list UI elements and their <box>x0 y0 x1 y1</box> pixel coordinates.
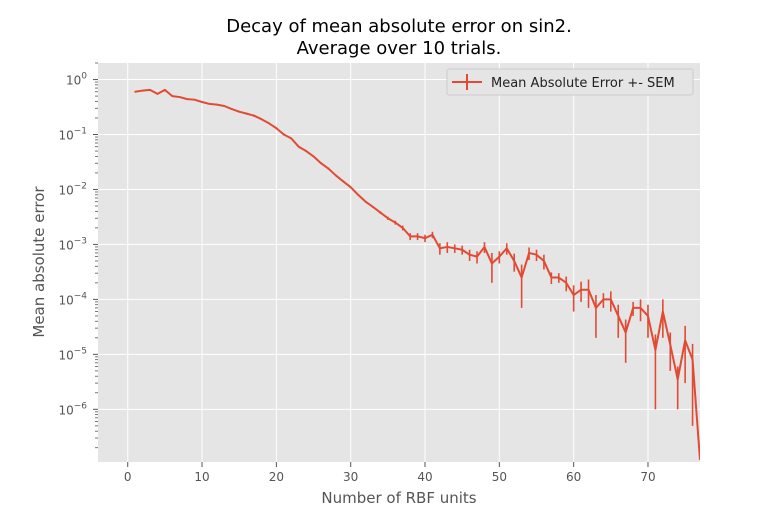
x-tick-label: 40 <box>417 470 432 484</box>
x-tick-label: 70 <box>640 470 655 484</box>
legend: Mean Absolute Error +- SEM <box>446 68 694 96</box>
y-tick-label: 10−3 <box>58 236 87 252</box>
x-tick-label: 50 <box>492 470 507 484</box>
y-tick-label: 10−2 <box>58 181 87 197</box>
x-tick-label: 0 <box>124 470 132 484</box>
x-tick-label: 10 <box>194 470 209 484</box>
y-tick-label: 10−4 <box>58 291 87 307</box>
x-tick-label: 30 <box>343 470 358 484</box>
y-tick-label: 10−1 <box>58 127 87 143</box>
x-tick-label: 60 <box>566 470 581 484</box>
y-tick-label: 10−6 <box>58 401 87 417</box>
y-tick-label: 100 <box>66 72 87 88</box>
x-tick-label: 20 <box>269 470 284 484</box>
y-axis-label: Mean absolute error <box>30 186 48 338</box>
y-tick-label: 10−5 <box>58 346 87 362</box>
chart-title-line-1: Decay of mean absolute error on sin2. <box>226 16 572 37</box>
chart-title-line-2: Average over 10 trials. <box>297 38 502 59</box>
series-layer <box>134 88 700 460</box>
ticks-layer: 0 10 20 30 40 50 60 70 100 10−1 10−2 10−3 10−4 10−5 10… <box>58 62 656 484</box>
x-axis-label: Number of RBF units <box>321 489 476 507</box>
plot-area <box>98 63 700 462</box>
legend-box <box>446 68 694 96</box>
legend-label: Mean Absolute Error +- SEM <box>491 76 675 91</box>
